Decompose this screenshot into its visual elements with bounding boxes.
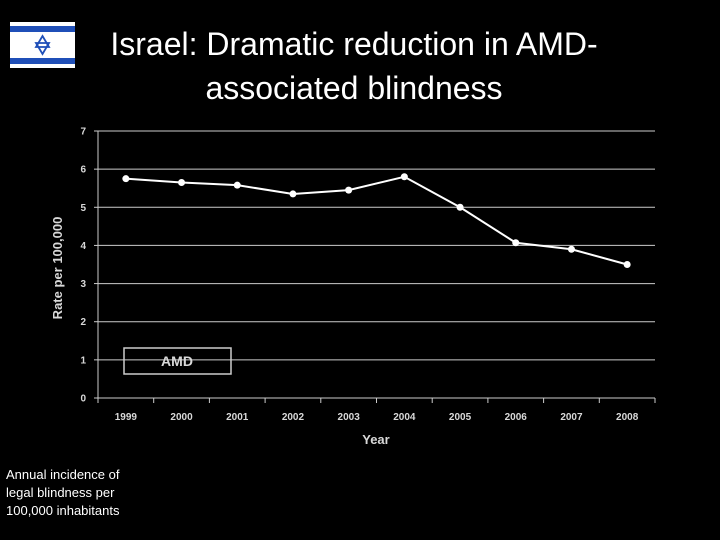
x-tick-label: 2000 [170,412,193,423]
y-tick-label: 3 [80,279,86,290]
y-tick-label: 7 [80,127,86,138]
series-line-amd [125,175,628,266]
title-line-1: Israel: Dramatic reduction in AMD- [110,26,598,62]
data-point-2007 [567,245,575,253]
series-points [122,173,631,268]
x-tick-label: 2004 [393,412,416,423]
chart-gridlines [94,130,655,399]
y-tick-label: 4 [80,241,86,252]
legend-box [123,347,232,375]
x-axis-title: Year [362,432,389,447]
chart-caption: Annual incidence of legal blindness per … [6,467,120,518]
israel-flag-icon [10,22,75,68]
x-tick-label: 2001 [226,412,249,423]
data-point-2004 [400,173,408,181]
data-point-2006 [512,239,520,247]
y-tick-label: 2 [80,317,86,328]
x-tick-labels: 1999 2000 2001 2002 2003 2004 2005 2006 2007 2008 [97,398,656,423]
data-point-1999 [122,175,130,183]
legend-label: AMD [161,353,193,369]
data-point-2003 [345,186,353,194]
data-point-2000 [178,178,186,186]
data-point-2005 [456,203,464,211]
data-point-2002 [289,190,297,198]
data-point-2008 [623,261,631,268]
x-tick-label: 2007 [560,412,583,423]
x-tick-label: 2002 [282,412,305,423]
y-tick-label: 0 [80,394,86,405]
page-title: Israel: Dramatic reduction in AMD- assoc… [74,22,634,110]
y-tick-label: 1 [80,355,86,366]
chart-legend: AMD [123,347,232,375]
title-line-2: associated blindness [205,70,503,106]
x-tick-label: 2006 [505,412,528,423]
x-tick-label: 2003 [338,412,361,423]
x-tick-label: 2005 [449,412,472,423]
data-point-2001 [233,181,241,189]
y-tick-labels: 0 1 2 3 4 5 6 7 [80,127,86,405]
x-tick-label: 2008 [616,412,639,423]
y-tick-label: 6 [80,165,86,176]
x-tick-label: 1999 [115,412,138,423]
y-tick-label: 5 [80,203,86,214]
y-axis-title: Rate per 100,000 [50,217,65,320]
